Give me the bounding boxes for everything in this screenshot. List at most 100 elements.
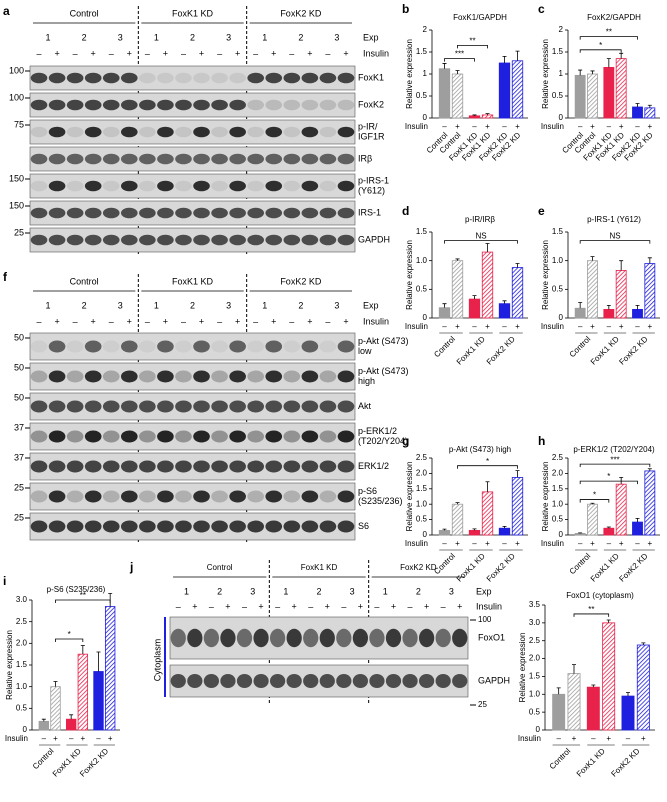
row-label: GAPDH <box>358 234 390 244</box>
blot-band <box>157 340 174 353</box>
insulin-sign: + <box>271 48 276 58</box>
blot-band <box>139 99 156 111</box>
bar <box>511 267 524 319</box>
blot-band <box>193 370 210 383</box>
y-axis-label: Relative expression <box>405 462 414 532</box>
blot-band <box>30 430 48 443</box>
blot-band <box>30 490 48 503</box>
blot-band <box>139 153 156 165</box>
blot-band <box>139 430 156 443</box>
blot-band <box>30 340 48 353</box>
blot-band <box>301 460 319 473</box>
bar <box>574 533 586 536</box>
insulin-sign: + <box>343 48 348 58</box>
blot-band <box>30 234 48 246</box>
insulin-sign: + <box>590 539 595 548</box>
blot-band <box>265 153 283 165</box>
blot-band <box>319 99 337 111</box>
blot-band <box>48 340 66 353</box>
insulin-sign: + <box>235 316 240 326</box>
blot-band <box>121 370 138 383</box>
blot-band <box>211 72 228 84</box>
panel-letter: i <box>3 574 6 588</box>
insulin-label: Insulin <box>518 734 541 743</box>
blot-band <box>337 400 355 413</box>
blot-band <box>175 180 192 192</box>
bar <box>481 251 494 319</box>
row-label: p-IRS-1 <box>358 175 389 185</box>
blot-band <box>265 520 283 533</box>
panel-letter: d <box>402 204 409 218</box>
blot-band <box>229 340 246 353</box>
significance-bracket <box>457 45 488 49</box>
x-tick-label: FoxK1 KD <box>589 551 621 583</box>
blot-band <box>30 460 48 473</box>
insulin-sign: – <box>181 316 186 326</box>
group-label: FoxK2 KD <box>280 8 322 18</box>
blot-band <box>139 490 156 503</box>
blot-band <box>121 520 138 533</box>
blot-band <box>102 126 120 138</box>
insulin-sign: + <box>225 601 230 611</box>
blot-band <box>319 126 337 138</box>
blot-band <box>229 234 246 246</box>
y-tick-label: 2.0 <box>552 469 564 478</box>
significance-label: * <box>593 491 596 500</box>
blot-band <box>283 180 301 192</box>
bar <box>468 298 481 319</box>
insulin-label: Insulin <box>541 322 564 331</box>
bar <box>632 308 643 319</box>
bar <box>567 673 581 731</box>
blot-band <box>301 340 319 353</box>
insulin-sign: – <box>374 601 379 611</box>
insulin-sign: – <box>607 539 612 548</box>
y-tick-label: 2.5 <box>552 453 564 462</box>
insulin-sign: – <box>217 316 222 326</box>
blot-band <box>102 153 120 165</box>
blot-band <box>337 126 355 138</box>
insulin-sign: + <box>53 734 58 743</box>
insulin-sign: – <box>578 122 583 131</box>
insulin-sign: + <box>108 734 113 743</box>
blot-band <box>175 72 192 84</box>
x-tick-label: Control <box>568 551 593 576</box>
blot-band <box>157 460 174 473</box>
significance-bracket <box>573 613 610 617</box>
blot-band <box>139 370 156 383</box>
blot-strip <box>29 392 356 421</box>
blot-band <box>175 490 192 503</box>
blot-band <box>265 460 283 473</box>
blot-band <box>84 99 102 111</box>
blot-band <box>121 72 138 84</box>
blot-strip <box>29 512 356 541</box>
y-axis-label: Relative expression <box>405 240 414 310</box>
insulin-label: Insulin <box>541 539 564 548</box>
blot-band <box>337 460 355 473</box>
insulin-sign: + <box>325 601 330 611</box>
blot-band <box>337 153 355 165</box>
error-bar <box>578 532 583 534</box>
error-bar <box>80 645 85 655</box>
insulin-sign: – <box>626 734 631 743</box>
insulin-sign: – <box>502 322 507 331</box>
insulin-sign: + <box>235 48 240 58</box>
blot-band <box>48 99 66 111</box>
blot-band <box>283 207 301 219</box>
blot-band <box>229 207 246 219</box>
row-label: (T202/Y204) <box>358 436 408 446</box>
y-tick-label: 0 <box>559 113 564 122</box>
blot-band <box>175 400 192 413</box>
insulin-sign: + <box>485 122 490 131</box>
blot-band <box>193 207 210 219</box>
error-bar <box>485 481 490 492</box>
blot-band <box>48 153 66 165</box>
blot-band <box>66 180 84 192</box>
bar <box>644 107 656 119</box>
blot-band <box>229 430 246 443</box>
chart-title: p-Akt (S473) high <box>449 445 511 454</box>
insulin-sign: + <box>292 601 297 611</box>
mw-marker: 25 <box>478 700 487 709</box>
blot-band <box>102 490 120 503</box>
insulin-label: Insulin <box>363 48 389 58</box>
